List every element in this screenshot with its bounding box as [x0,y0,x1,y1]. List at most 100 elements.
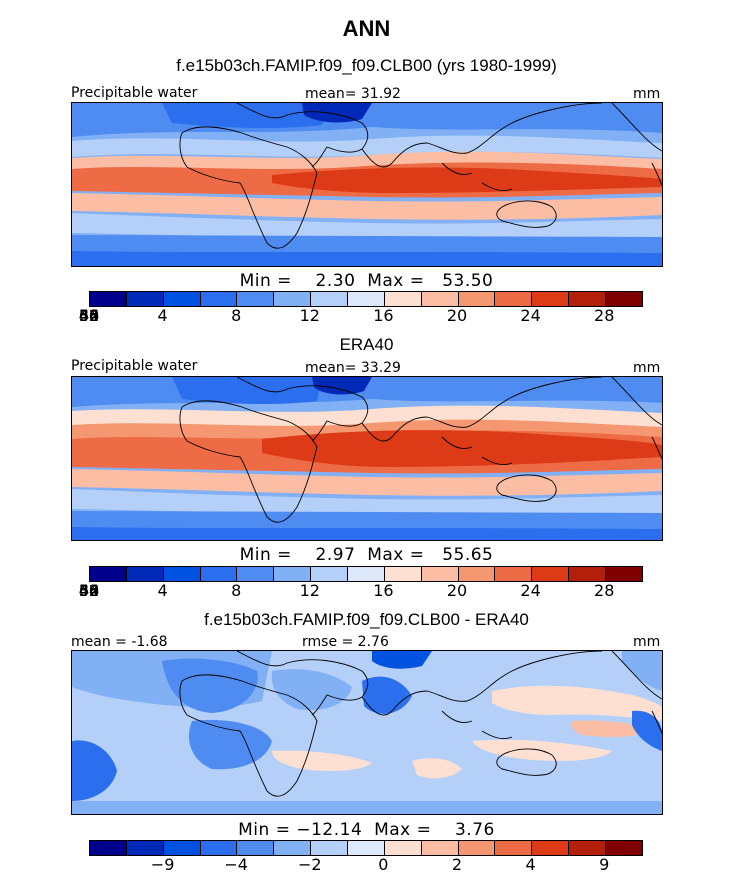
colorbar-level-label: 24 [520,306,541,325]
colorbar-swatch [532,841,570,855]
colorbar-level-label: 44 [78,306,100,325]
colorbar-level-label: 40 [78,306,100,325]
colorbar-swatch [569,567,607,581]
colorbar-swatch [495,841,533,855]
panel-3-mean-label: mean = -1.68 [71,634,168,650]
colorbar-level-label: 8 [231,306,242,325]
colorbar-swatch [200,567,238,581]
colorbar-level-label: 36 [78,306,100,325]
colorbar-level-label: 8 [231,581,242,600]
colorbar-level-label: 60 [78,581,100,600]
colorbar-swatch [126,292,164,306]
colorbar-swatch [606,292,642,306]
panel-3-units-label: mm [633,634,661,650]
panel-2-variable-label: Precipitable water [71,358,198,374]
colorbar-level-label: 32 [78,581,100,600]
colorbar-level-label: −9 [150,855,175,874]
colorbar-swatch [90,567,127,581]
colorbar-swatch [348,292,385,306]
panel-1-variable-label: Precipitable water [71,85,198,101]
colorbar-swatch [606,841,642,855]
colorbar-swatch [200,841,238,855]
colorbar-swatch [421,567,459,581]
colorbar-swatch [163,292,201,306]
colorbar-level-label: −4 [224,855,248,874]
colorbar-level-label: 48 [78,581,100,600]
panel-3-rmse-label: rmse = 2.76 [302,634,389,650]
colorbar-level-label: 48 [78,306,100,325]
colorbar-swatch [274,841,312,855]
colorbar-level-label: 44 [78,581,100,600]
colorbar-swatch [126,841,164,855]
colorbar-swatch [458,567,496,581]
colorbar-swatch [200,292,238,306]
panel-3-map [71,650,663,815]
colorbar-swatch [163,567,201,581]
colorbar-swatch [126,567,164,581]
panel-2-units-label: mm [633,360,661,376]
colorbar-level-label: 40 [78,581,100,600]
colorbar-swatch [274,292,312,306]
panel-1-map [71,102,663,267]
colorbar-level-label: 56 [78,306,100,325]
panel-1-minmax: Min = 2.30 Max = 53.50 [239,271,494,291]
colorbar-swatch [606,567,642,581]
colorbar-level-label: 56 [78,581,100,600]
colorbar-swatch [384,841,422,855]
colorbar-swatch [237,292,275,306]
colorbar-level-label: 28 [594,581,615,600]
colorbar-level-label: 36 [78,581,100,600]
panel-3-colorbar [89,840,643,856]
colorbar-level-label: 4 [157,581,168,600]
panel-2-mean-label: mean= 33.29 [305,360,401,376]
panel-2-map [71,376,663,541]
colorbar-swatch [532,567,570,581]
colorbar-level-label: 2 [451,855,463,874]
colorbar-level-label: 0 [378,855,389,874]
colorbar-level-label: 20 [446,581,468,600]
colorbar-level-label: 4 [157,306,168,325]
colorbar-level-label: 60 [78,306,100,325]
panel-2-heading: ERA40 [339,335,394,354]
colorbar-swatch [163,841,201,855]
panel-1-units-label: mm [633,86,661,102]
colorbar-swatch [348,841,385,855]
colorbar-level-label: 16 [373,581,394,600]
panel-1-colorbar-labels: 4 8 12 16 20 24 28 32 36 40 44 48 52 56 60 [79,306,641,325]
colorbar-level-label: 9 [599,855,610,874]
colorbar-swatch [237,841,275,855]
page-title: ANN [342,16,391,41]
colorbar-level-label: 24 [520,581,541,600]
colorbar-swatch [421,292,459,306]
colorbar-swatch [569,292,607,306]
colorbar-swatch [458,292,496,306]
panel-1-mean-label: mean= 31.92 [305,86,401,102]
colorbar-swatch [532,292,570,306]
colorbar-swatch [237,567,275,581]
panel-3-colorbar-labels: −9 −4 −2 0 2 4 9 [89,855,641,874]
colorbar-swatch [311,567,349,581]
colorbar-swatch [274,567,312,581]
colorbar-level-label: 12 [299,306,320,325]
colorbar-swatch [458,841,496,855]
colorbar-swatch [311,841,349,855]
colorbar-level-label: 28 [594,306,615,325]
colorbar-level-label: −2 [298,855,322,874]
panel-1-heading: f.e15b03ch.FAMIP.f09_f09.CLB00 (yrs 1980… [176,56,557,75]
panel-2-minmax: Min = 2.97 Max = 55.65 [239,545,494,565]
colorbar-swatch [384,292,422,306]
colorbar-swatch [495,292,533,306]
panel-2-colorbar [89,566,643,582]
colorbar-swatch [311,292,349,306]
colorbar-level-label: 52 [78,306,100,325]
colorbar-swatch [348,567,385,581]
panel-3-minmax: Min = −12.14 Max = 3.76 [238,820,495,840]
colorbar-swatch [495,567,533,581]
colorbar-level-label: 20 [446,306,468,325]
colorbar-swatch [569,841,607,855]
colorbar-level-label: 16 [373,306,394,325]
colorbar-level-label: 4 [525,855,536,874]
colorbar-swatch [90,841,127,855]
colorbar-swatch [90,292,127,306]
colorbar-level-label: 12 [299,581,320,600]
